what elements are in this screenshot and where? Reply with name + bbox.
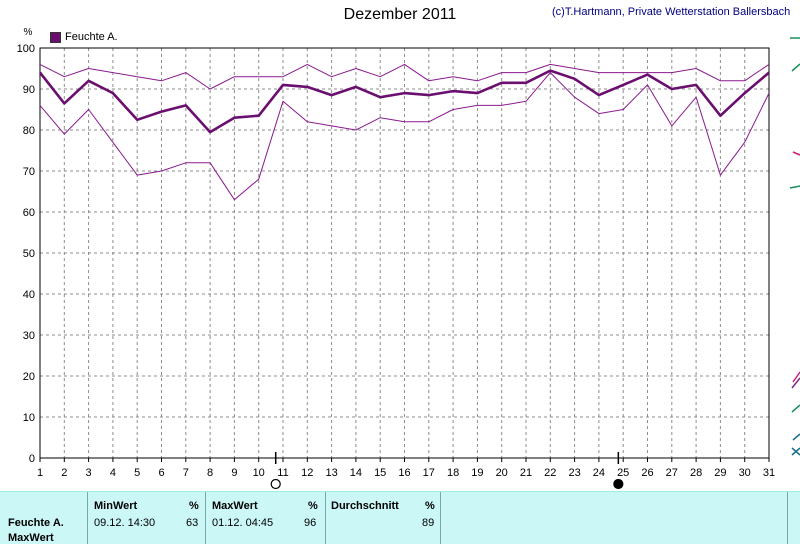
x-tick-label: 24 bbox=[593, 467, 605, 479]
chart-title: Dezember 2011 bbox=[343, 6, 457, 23]
x-tick-label: 3 bbox=[86, 467, 92, 479]
y-tick-label: 90 bbox=[23, 84, 35, 96]
stats-row-label-2: MaxWert bbox=[8, 532, 54, 544]
x-tick-label: 11 bbox=[277, 467, 288, 479]
y-tick-label: 50 bbox=[23, 248, 35, 260]
x-tick-label: 28 bbox=[690, 467, 702, 479]
full-moon-icon bbox=[270, 478, 281, 490]
edge-mark bbox=[792, 371, 800, 383]
x-tick-label: 25 bbox=[617, 467, 629, 479]
y-tick-label: 30 bbox=[23, 330, 35, 342]
avg-unit: % bbox=[425, 500, 435, 512]
x-tick-label: 21 bbox=[520, 467, 532, 479]
y-tick-label: 40 bbox=[23, 289, 35, 301]
max-header: MaxWert bbox=[212, 500, 258, 512]
series-line-min bbox=[39, 72, 770, 201]
edge-mark bbox=[791, 377, 800, 389]
y-tick-label: 70 bbox=[23, 166, 35, 178]
series-line-max bbox=[39, 63, 770, 90]
edge-mark bbox=[789, 185, 800, 189]
legend-label: Feuchte A. bbox=[65, 31, 118, 43]
x-tick-label: 10 bbox=[253, 467, 265, 479]
edge-mark bbox=[791, 447, 800, 456]
x-tick-label: 16 bbox=[398, 467, 410, 479]
min-value: 63 bbox=[186, 517, 199, 529]
divider bbox=[205, 492, 206, 544]
divider bbox=[787, 492, 788, 544]
x-tick-label: 1 bbox=[37, 467, 43, 479]
x-tick-label: 2 bbox=[61, 467, 67, 479]
avg-value: 89 bbox=[422, 517, 435, 529]
x-tick-label: 17 bbox=[423, 467, 435, 479]
legend: Feuchte A. bbox=[50, 31, 118, 43]
x-tick-label: 15 bbox=[374, 467, 386, 479]
max-value: 96 bbox=[304, 517, 317, 529]
series-line-avg bbox=[38, 69, 770, 134]
x-tick-label: 29 bbox=[714, 467, 726, 479]
max-time: 01.12. 04:45 bbox=[212, 517, 274, 529]
divider bbox=[87, 492, 88, 544]
max-unit: % bbox=[308, 500, 318, 512]
y-tick-label: 100 bbox=[17, 43, 35, 55]
y-tick-label: 80 bbox=[23, 125, 35, 137]
x-tick-label: 12 bbox=[301, 467, 313, 479]
plot-frame bbox=[39, 47, 770, 459]
stats-row-label: Feuchte A. bbox=[8, 517, 64, 529]
x-tick-label: 4 bbox=[110, 467, 116, 479]
x-tick-label: 14 bbox=[350, 467, 362, 479]
y-tick-label: 20 bbox=[23, 371, 35, 383]
min-unit: % bbox=[189, 500, 199, 512]
y-tick-label: 0 bbox=[29, 453, 35, 465]
x-tick-label: 19 bbox=[471, 467, 483, 479]
edge-mark bbox=[792, 151, 800, 156]
min-header: MinWert bbox=[94, 500, 138, 512]
x-tick-label: 7 bbox=[183, 467, 189, 479]
x-tick-label: 18 bbox=[447, 467, 459, 479]
legend-swatch bbox=[50, 31, 61, 43]
min-time: 09.12. 14:30 bbox=[94, 517, 156, 529]
x-tick-label: 5 bbox=[134, 467, 140, 479]
x-tick-label: 30 bbox=[739, 467, 751, 479]
x-tick-label: 9 bbox=[231, 467, 237, 479]
y-axis-label: % bbox=[24, 27, 33, 38]
x-tick-label: 31 bbox=[763, 467, 775, 479]
grid bbox=[40, 48, 769, 458]
x-tick-label: 13 bbox=[325, 467, 337, 479]
avg-header: Durchschnitt bbox=[331, 500, 399, 512]
edge-mark bbox=[791, 404, 800, 413]
x-tick-label: 8 bbox=[207, 467, 213, 479]
series bbox=[38, 63, 770, 201]
stats-panel: Feuchte A. MaxWert MinWert % 09.12. 14:3… bbox=[0, 491, 800, 544]
right-edge-marks bbox=[789, 37, 800, 456]
x-tick-label: 27 bbox=[666, 467, 678, 479]
divider bbox=[440, 492, 441, 544]
credit-text: (c)T.Hartmann, Private Wetterstation Bal… bbox=[552, 6, 791, 18]
new-moon-icon bbox=[613, 478, 624, 490]
x-tick-label: 20 bbox=[496, 467, 508, 479]
edge-mark bbox=[792, 433, 800, 441]
x-tick-label: 22 bbox=[544, 467, 556, 479]
y-tick-label: 10 bbox=[23, 412, 35, 424]
x-tick-label: 6 bbox=[158, 467, 164, 479]
y-tick-label: 60 bbox=[23, 207, 35, 219]
edge-mark bbox=[791, 63, 800, 72]
x-tick-label: 23 bbox=[568, 467, 580, 479]
x-tick-label: 26 bbox=[641, 467, 653, 479]
divider bbox=[325, 492, 326, 544]
